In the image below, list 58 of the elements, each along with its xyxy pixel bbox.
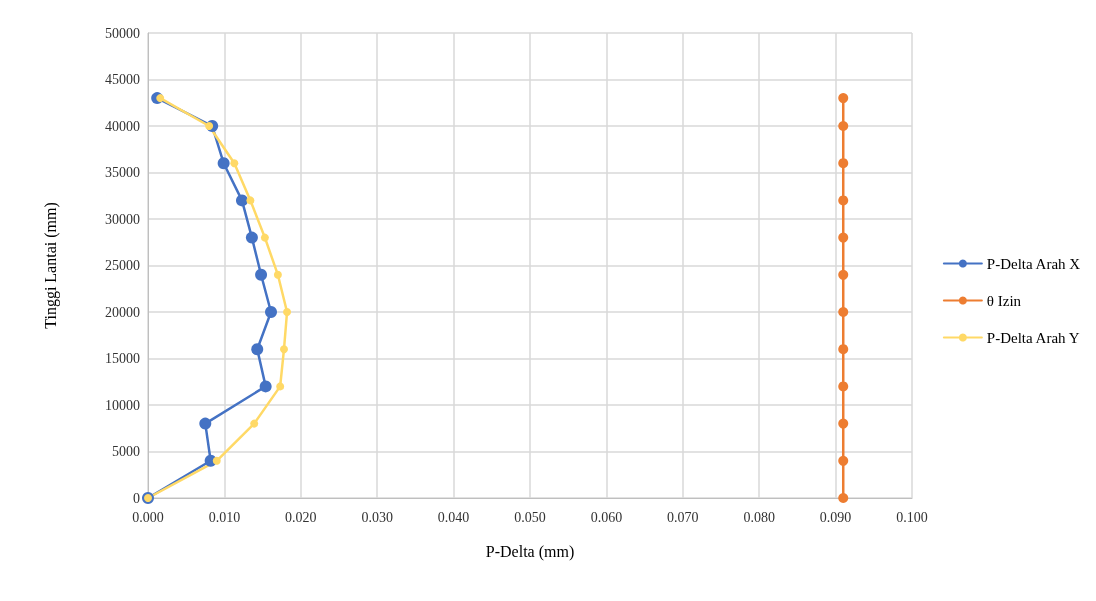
y-tick-label: 20000 bbox=[105, 304, 140, 320]
point bbox=[260, 233, 269, 242]
point bbox=[838, 93, 849, 104]
point bbox=[838, 493, 849, 503]
y-tick-label: 25000 bbox=[105, 258, 140, 273]
x-tick-label: 0.100 bbox=[896, 509, 928, 525]
x-tick-label: 0.050 bbox=[514, 509, 546, 525]
point bbox=[273, 270, 282, 279]
point bbox=[283, 308, 292, 316]
point bbox=[838, 195, 849, 206]
point bbox=[838, 455, 849, 466]
point bbox=[276, 382, 285, 391]
x-tick-label: 0.090 bbox=[819, 509, 852, 525]
x-tick-label: 0.070 bbox=[667, 509, 699, 525]
y-tick-label: 40000 bbox=[105, 118, 140, 134]
x-tick-label: 0.010 bbox=[208, 509, 241, 525]
point bbox=[255, 268, 268, 281]
point bbox=[265, 306, 277, 318]
point bbox=[259, 380, 272, 393]
point bbox=[838, 418, 849, 429]
point bbox=[250, 419, 259, 428]
y-tick-label: 30000 bbox=[105, 211, 140, 227]
point bbox=[230, 159, 239, 168]
point bbox=[838, 232, 849, 243]
point bbox=[199, 417, 212, 430]
point bbox=[217, 157, 230, 170]
y-tick-label: 35000 bbox=[105, 165, 140, 180]
x-tick-label: 0.000 bbox=[132, 509, 164, 525]
point bbox=[838, 158, 849, 169]
point bbox=[838, 344, 849, 355]
point bbox=[280, 345, 288, 354]
y-tick-label: 45000 bbox=[105, 72, 140, 87]
y-tick-label: 10000 bbox=[105, 397, 140, 413]
x-tick-label: 0.030 bbox=[361, 509, 393, 525]
point bbox=[235, 194, 248, 207]
y-axis-title: Tinggi Lantai (mm) bbox=[41, 202, 60, 329]
point bbox=[838, 121, 849, 131]
x-tick-label: 0.020 bbox=[285, 509, 317, 525]
y-tick-label: 5000 bbox=[112, 444, 140, 459]
legend-label: θ Izin bbox=[986, 292, 1022, 309]
point bbox=[251, 343, 264, 356]
x-tick-label: 0.060 bbox=[590, 509, 623, 525]
legend-label: P-Delta Arah X bbox=[986, 255, 1081, 272]
point bbox=[838, 307, 849, 317]
point bbox=[245, 231, 258, 244]
y-tick-label: 50000 bbox=[105, 25, 140, 41]
y-tick-label: 15000 bbox=[105, 351, 140, 366]
legend-label: P-Delta Arah Y bbox=[986, 329, 1080, 346]
y-tick-label: 0 bbox=[133, 490, 140, 506]
x-axis-title: P-Delta (mm) bbox=[485, 542, 575, 561]
x-tick-label: 0.040 bbox=[437, 509, 470, 525]
x-tick-label: 0.080 bbox=[743, 509, 775, 525]
point bbox=[838, 269, 849, 280]
point bbox=[212, 456, 221, 465]
point bbox=[246, 196, 255, 205]
point bbox=[156, 94, 165, 103]
point bbox=[838, 381, 849, 392]
point bbox=[205, 122, 214, 130]
